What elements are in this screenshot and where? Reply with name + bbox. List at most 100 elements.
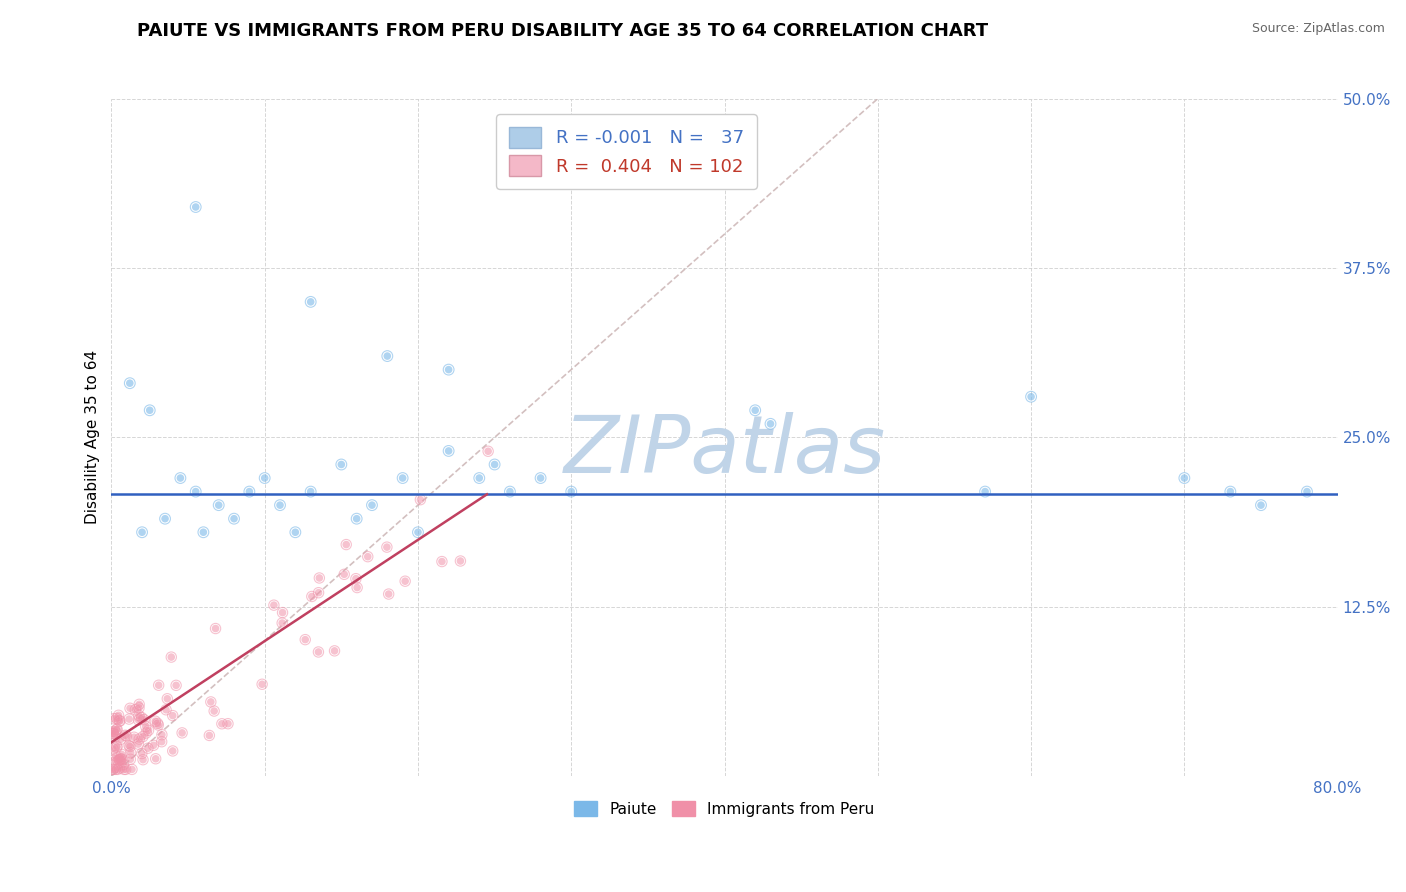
Point xyxy=(148,718,170,732)
Point xyxy=(308,585,330,599)
Point xyxy=(284,525,307,540)
Point xyxy=(128,701,150,715)
Point xyxy=(103,712,125,726)
Point xyxy=(165,678,187,692)
Point xyxy=(344,572,367,586)
Point xyxy=(150,735,173,749)
Point xyxy=(156,691,179,706)
Text: Source: ZipAtlas.com: Source: ZipAtlas.com xyxy=(1251,22,1385,36)
Point xyxy=(120,746,142,760)
Point xyxy=(136,741,159,756)
Point xyxy=(131,525,153,540)
Point xyxy=(357,549,380,564)
Point xyxy=(184,484,207,499)
Point xyxy=(118,739,141,753)
Point xyxy=(104,748,127,763)
Point xyxy=(437,444,460,458)
Point xyxy=(110,732,132,747)
Point xyxy=(118,376,141,391)
Point xyxy=(1219,484,1241,499)
Point xyxy=(250,677,273,691)
Point xyxy=(135,726,157,740)
Point xyxy=(391,471,413,485)
Point xyxy=(284,525,307,540)
Point xyxy=(468,471,491,485)
Point xyxy=(253,471,276,485)
Point xyxy=(110,732,132,747)
Point xyxy=(204,622,226,636)
Point xyxy=(105,723,128,737)
Point xyxy=(105,739,128,754)
Point xyxy=(449,554,471,568)
Point xyxy=(335,538,357,552)
Point xyxy=(115,729,138,743)
Text: PAIUTE VS IMMIGRANTS FROM PERU DISABILITY AGE 35 TO 64 CORRELATION CHART: PAIUTE VS IMMIGRANTS FROM PERU DISABILIT… xyxy=(136,22,988,40)
Point xyxy=(974,484,997,499)
Point xyxy=(101,724,124,739)
Point xyxy=(104,725,127,739)
Point xyxy=(299,294,322,309)
Point xyxy=(145,752,167,766)
Point xyxy=(128,732,150,747)
Point xyxy=(263,598,285,612)
Point xyxy=(204,622,226,636)
Point xyxy=(759,417,782,431)
Point xyxy=(330,458,353,472)
Point xyxy=(104,763,127,777)
Point xyxy=(121,763,143,777)
Point xyxy=(101,727,124,741)
Point xyxy=(118,701,141,715)
Point xyxy=(560,484,582,499)
Point xyxy=(136,741,159,756)
Point xyxy=(107,708,129,723)
Point xyxy=(406,525,429,540)
Point xyxy=(217,716,239,731)
Point xyxy=(375,540,398,554)
Point xyxy=(200,695,222,709)
Point xyxy=(308,585,330,599)
Point xyxy=(361,498,384,512)
Point xyxy=(1219,484,1241,499)
Point xyxy=(131,711,153,725)
Point xyxy=(1019,390,1042,404)
Point xyxy=(114,763,136,777)
Point xyxy=(150,728,173,742)
Point xyxy=(200,695,222,709)
Point xyxy=(112,763,135,777)
Point xyxy=(294,632,316,647)
Point xyxy=(135,726,157,740)
Point xyxy=(142,739,165,753)
Point xyxy=(155,703,177,717)
Point xyxy=(484,458,506,472)
Point xyxy=(307,645,329,659)
Point xyxy=(118,701,141,715)
Point xyxy=(744,403,766,417)
Point xyxy=(308,571,330,585)
Point xyxy=(375,349,398,363)
Point xyxy=(499,484,522,499)
Point xyxy=(1019,390,1042,404)
Point xyxy=(560,484,582,499)
Point xyxy=(104,725,127,739)
Point xyxy=(169,471,191,485)
Point xyxy=(299,484,322,499)
Point xyxy=(124,703,146,717)
Point xyxy=(1296,484,1319,499)
Point xyxy=(111,752,134,766)
Point xyxy=(744,403,766,417)
Point xyxy=(134,713,156,727)
Point xyxy=(111,747,134,762)
Point xyxy=(330,458,353,472)
Point xyxy=(105,740,128,755)
Point xyxy=(759,417,782,431)
Point xyxy=(105,723,128,737)
Point xyxy=(118,712,141,726)
Point xyxy=(146,716,169,731)
Point xyxy=(184,200,207,214)
Point xyxy=(150,735,173,749)
Point xyxy=(162,744,184,758)
Point xyxy=(437,362,460,376)
Point xyxy=(101,763,124,777)
Point xyxy=(346,581,368,595)
Point xyxy=(107,754,129,768)
